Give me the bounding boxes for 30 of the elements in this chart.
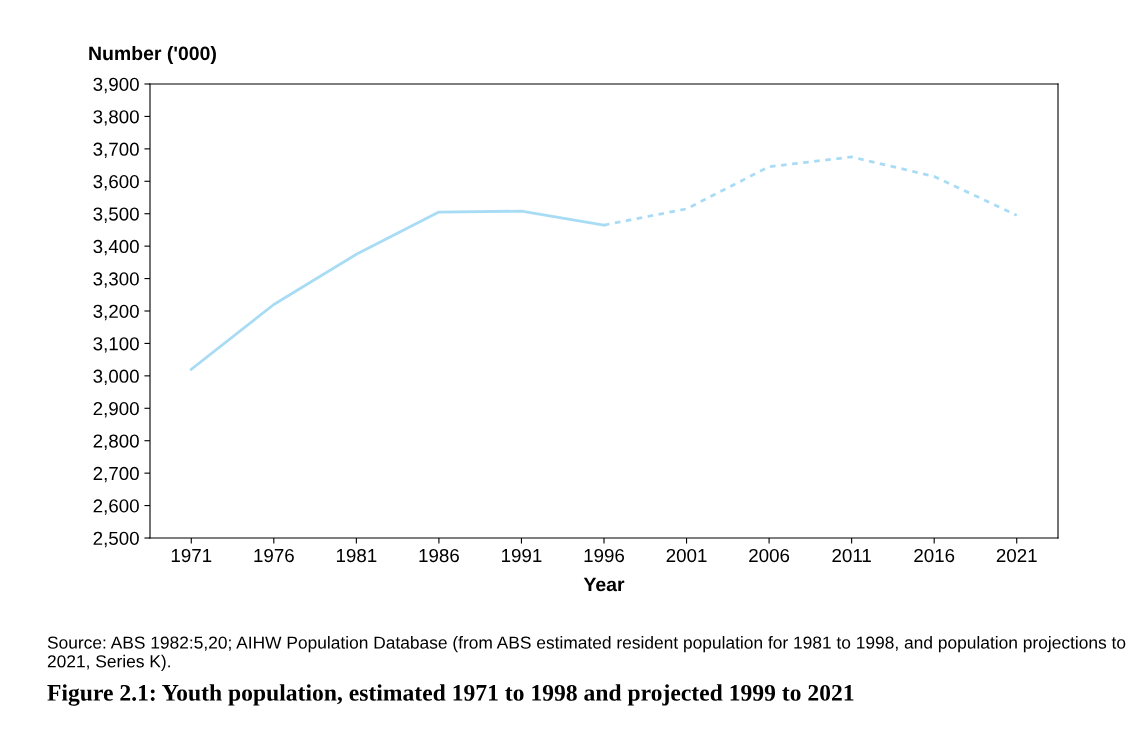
- y-tick-label: 2,700: [93, 466, 139, 483]
- y-axis-title: Number ('000): [89, 45, 216, 65]
- y-tick-label: 2,900: [93, 401, 139, 418]
- x-axis-title: Year: [583, 577, 625, 592]
- y-tick-label: 2,500: [93, 531, 139, 548]
- x-tick-label: 2016: [914, 548, 955, 563]
- x-tick-label: 1986: [419, 548, 459, 563]
- x-tick-label: 2001: [666, 548, 707, 563]
- y-tick-label: 3,900: [93, 77, 139, 94]
- y-tick-label: 3,300: [93, 272, 139, 288]
- y-tick-label: 3,400: [93, 239, 139, 256]
- y-tick-label: 3,700: [93, 142, 139, 159]
- y-tick-label: 3,200: [93, 304, 139, 321]
- source-note: Source: ABS 1982:5,20; AIHW Population Database (from ABS estimated resident population for 1981 to 1998, and population projections to 2021, Series K).: [47, 636, 1126, 671]
- x-tick-label: 1981: [336, 548, 377, 563]
- x-tick-label: 2021: [996, 548, 1037, 563]
- y-tick-label: 3,000: [93, 369, 139, 386]
- x-tick-label: 2011: [832, 548, 871, 563]
- x-tick-label: 1976: [254, 548, 294, 563]
- x-tick-label: 2006: [749, 548, 790, 563]
- x-tick-label: 1996: [584, 548, 625, 563]
- y-tick-label: 2,800: [93, 434, 139, 450]
- y-tick-label: 2,600: [93, 499, 139, 515]
- x-tick-label: 1991: [502, 548, 542, 563]
- y-tick-label: 3,100: [93, 337, 139, 353]
- text: Figure 2.1: Youth population, estimated 1971 to 1998 and projected 1999 to 2021: [47, 684, 854, 706]
- y-tick-label: 3,800: [93, 110, 139, 126]
- y-tick-label: 3,600: [93, 174, 139, 191]
- x-tick-label: 1971: [171, 548, 212, 563]
- y-tick-label: 3,500: [93, 207, 139, 223]
